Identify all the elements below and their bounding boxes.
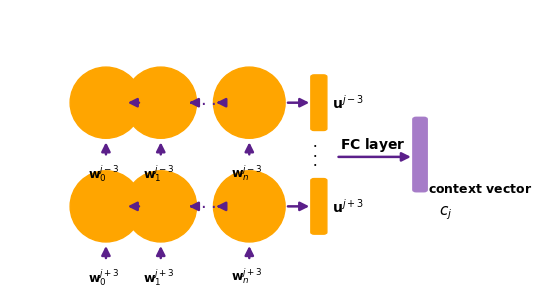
Ellipse shape [70, 171, 142, 242]
FancyBboxPatch shape [311, 75, 327, 130]
Text: $\mathbf{w}_{1}^{j-3}$: $\mathbf{w}_{1}^{j-3}$ [143, 163, 175, 184]
Text: $\mathbf{w}_{1}^{j+3}$: $\mathbf{w}_{1}^{j+3}$ [143, 267, 175, 288]
Ellipse shape [125, 67, 196, 138]
Text: $\mathbf{w}_{0}^{j+3}$: $\mathbf{w}_{0}^{j+3}$ [88, 267, 120, 288]
Text: $\cdot\!\cdot\!\cdot$: $\cdot\!\cdot\!\cdot$ [194, 197, 216, 215]
Text: $\mathbf{w}_{n}^{j+3}$: $\mathbf{w}_{n}^{j+3}$ [231, 267, 263, 286]
Text: $\mathbf{FC\ layer}$: $\mathbf{FC\ layer}$ [340, 136, 405, 154]
FancyBboxPatch shape [413, 117, 427, 192]
Text: $\bullet$: $\bullet$ [312, 151, 317, 158]
Text: $\mathbf{w}_{n}^{j-3}$: $\mathbf{w}_{n}^{j-3}$ [231, 163, 263, 183]
Text: $\bullet$: $\bullet$ [312, 142, 317, 148]
FancyBboxPatch shape [311, 179, 327, 234]
Text: $\mathbf{context\ vector}$: $\mathbf{context\ vector}$ [429, 183, 533, 196]
Text: $\bullet$: $\bullet$ [312, 161, 317, 167]
Text: $\mathbf{u}^{j+3}$: $\mathbf{u}^{j+3}$ [331, 197, 363, 215]
Text: $\mathbf{w}_{0}^{j-3}$: $\mathbf{w}_{0}^{j-3}$ [88, 163, 120, 184]
Ellipse shape [125, 171, 196, 242]
Ellipse shape [213, 171, 285, 242]
Ellipse shape [213, 67, 285, 138]
Text: $\mathbf{u}^{j-3}$: $\mathbf{u}^{j-3}$ [331, 94, 363, 112]
Text: $\cdot\!\cdot\!\cdot$: $\cdot\!\cdot\!\cdot$ [194, 94, 216, 112]
Ellipse shape [70, 67, 142, 138]
Text: $c_j$: $c_j$ [438, 205, 452, 222]
